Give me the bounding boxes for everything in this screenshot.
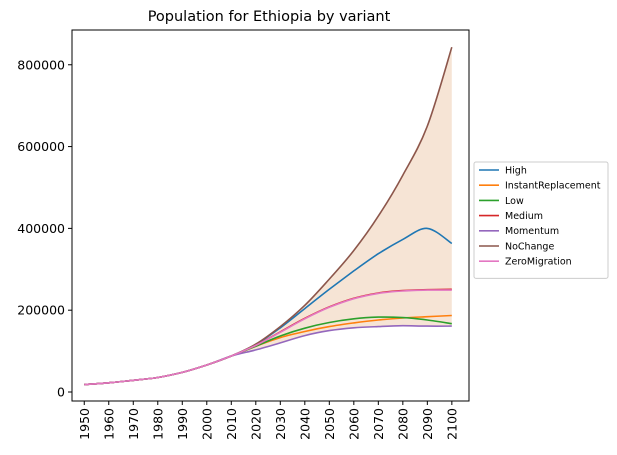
x-tick-label: 2060 — [346, 408, 361, 440]
legend: High InstantReplacement Low Medium Momentum N… — [473, 161, 609, 279]
legend-entry-medium: Medium — [505, 211, 543, 222]
x-tick-label: 2090 — [420, 408, 435, 440]
x-axis-ticks: 1950 1960 1970 1980 1990 2000 2010 2020 2030 2040… — [77, 401, 459, 440]
fill-band-layer — [84, 47, 452, 385]
y-tick-label: 400000 — [17, 221, 65, 236]
chart-title: Population for Ethiopia by variant — [148, 9, 391, 25]
legend-entry-momentum: Momentum — [505, 226, 559, 237]
series-line-low — [84, 316, 452, 386]
x-tick-label: 2020 — [248, 408, 263, 440]
series-line-momentum — [84, 324, 452, 386]
series-lines-layer — [84, 46, 453, 386]
x-tick-label: 2100 — [444, 408, 459, 440]
x-tick-label: 1960 — [101, 408, 116, 440]
x-tick-label: 2040 — [297, 408, 312, 440]
legend-entry-zeromigration: ZeroMigration — [505, 257, 572, 268]
x-tick-label: 2010 — [224, 408, 239, 440]
y-axis-ticks: 0 200000 400000 600000 800000 — [17, 57, 72, 400]
x-tick-label: 2050 — [322, 408, 337, 440]
y-tick-label: 200000 — [17, 303, 65, 318]
legend-entry-nochange: NoChange — [505, 241, 554, 252]
y-tick-label: 600000 — [17, 139, 65, 154]
x-tick-label: 1970 — [126, 408, 141, 440]
x-tick-label: 2080 — [395, 408, 410, 440]
y-tick-label: 800000 — [17, 57, 65, 72]
x-tick-label: 2070 — [371, 408, 386, 440]
x-tick-label: 1990 — [175, 408, 190, 440]
y-tick-label: 0 — [57, 385, 65, 400]
legend-entry-instantreplacement: InstantReplacement — [505, 181, 601, 192]
legend-entry-high: High — [505, 165, 527, 176]
legend-box — [473, 161, 609, 279]
x-tick-label: 2030 — [273, 408, 288, 440]
legend-entry-low: Low — [505, 196, 524, 207]
plot-area-frame — [71, 29, 470, 402]
fill-band — [84, 47, 452, 385]
x-tick-label: 2000 — [199, 408, 214, 440]
x-tick-label: 1980 — [150, 408, 165, 440]
series-line-zeromigration — [84, 289, 452, 386]
x-tick-label: 1950 — [77, 408, 92, 440]
